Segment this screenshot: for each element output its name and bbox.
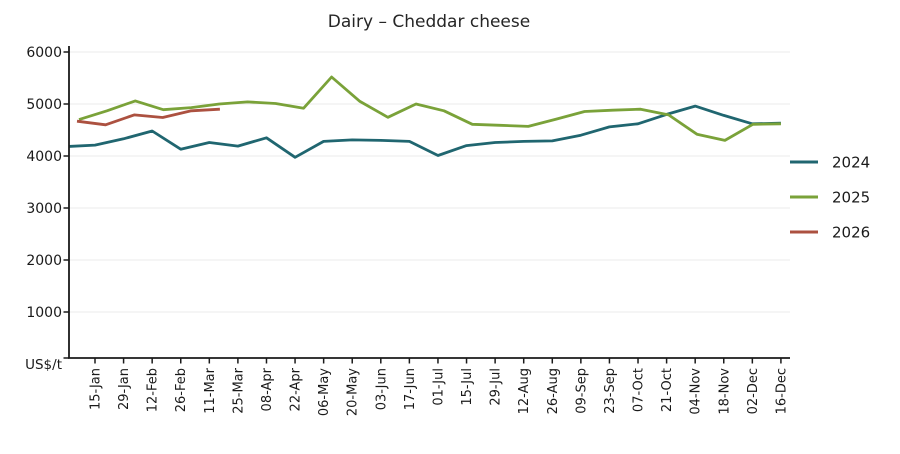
x-tick-label: 11-Mar — [203, 367, 218, 413]
series-2024-line — [69, 104, 781, 159]
x-tick-label: 02-Dec — [746, 368, 761, 414]
y-tick-label: 3000 — [26, 201, 62, 217]
x-tick-label: 25-Mar — [231, 367, 246, 413]
gridlines — [69, 51, 790, 313]
y-tick-label: 5000 — [26, 97, 62, 113]
x-tick-label: 09-Sep — [574, 368, 589, 414]
x-tick-label: 06-May — [317, 368, 332, 416]
series-2025-line — [78, 75, 781, 142]
x-tick-label: 12-Aug — [517, 368, 532, 414]
x-tick-label: 26-Feb — [174, 368, 189, 412]
x-tick-label: 26-Aug — [546, 368, 561, 414]
y-axis-ticks: 6000 5000 4000 3000 2000 1000 — [26, 45, 69, 359]
y-tick-label: 6000 — [26, 45, 62, 61]
legend-item-2025: 2025 — [790, 189, 870, 207]
chart-title: Dairy – Cheddar cheese — [328, 12, 530, 32]
x-tick-label: 15-Jul — [460, 368, 475, 406]
x-tick-label: 17-Jun — [403, 368, 418, 410]
x-tick-label: 29-Jan — [117, 368, 132, 410]
y-tick-label: 1000 — [26, 305, 62, 321]
x-tick-label: 08-Apr — [260, 367, 275, 411]
legend-item-2024: 2024 — [790, 154, 870, 172]
y-tick-label: 2000 — [26, 253, 62, 269]
x-tick-label: 04-Nov — [689, 368, 704, 415]
axes — [68, 46, 790, 359]
x-tick-label: 16-Dec — [774, 368, 789, 414]
x-tick-label: 18-Nov — [717, 368, 732, 415]
x-tick-label: 12-Feb — [146, 368, 161, 412]
x-tick-label: 29-Jul — [489, 368, 504, 406]
legend-item-2026: 2026 — [790, 224, 870, 242]
legend: 2024 2025 2026 — [790, 154, 870, 242]
series-2026-line — [76, 107, 220, 127]
legend-label: 2025 — [832, 189, 870, 207]
x-tick-label: 15-Jan — [89, 368, 104, 410]
legend-label: 2026 — [832, 224, 870, 242]
y-tick-label: 4000 — [26, 149, 62, 165]
x-tick-label: 07-Oct — [632, 368, 647, 412]
y-axis-unit-label: US$/t — [25, 357, 62, 373]
x-tick-label: 03-Jun — [374, 368, 389, 410]
x-tick-label: 20-May — [346, 368, 361, 416]
legend-label: 2024 — [832, 154, 870, 172]
series-lines — [69, 75, 781, 159]
x-tick-label: 01-Jul — [431, 368, 446, 406]
x-tick-label: 23-Sep — [603, 368, 618, 414]
x-tick-label: 21-Oct — [660, 368, 675, 412]
x-axis-ticks: 15-Jan 29-Jan 12-Feb 26-Feb 11-Mar 25-Mar 08-A… — [89, 358, 789, 416]
x-tick-label: 22-Apr — [289, 367, 304, 411]
